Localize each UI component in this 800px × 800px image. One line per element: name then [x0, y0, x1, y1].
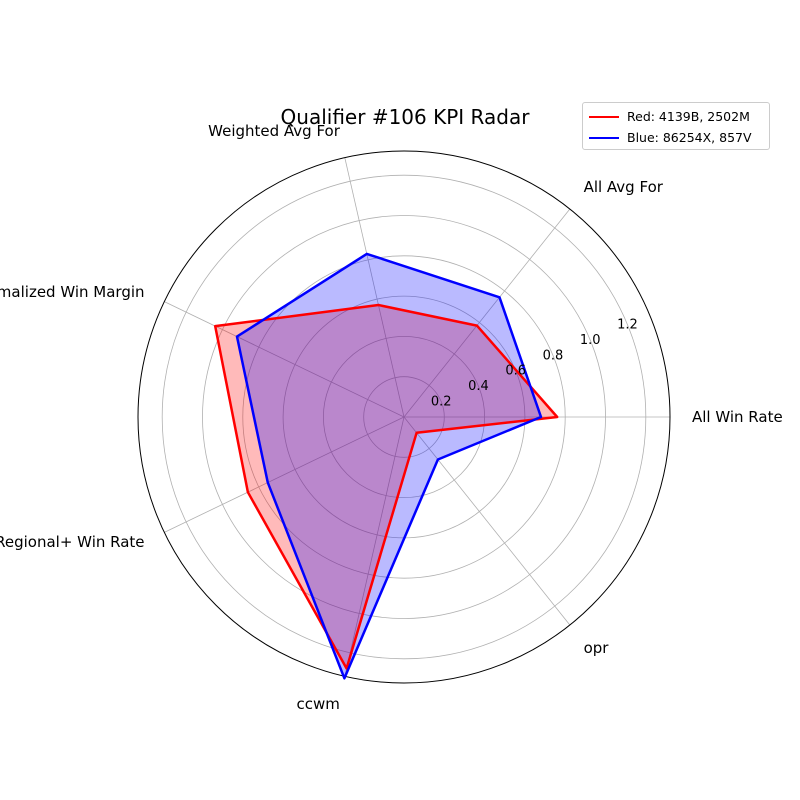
axis-label-2: Weighted Avg For — [208, 122, 341, 140]
series-line-0 — [213, 303, 559, 670]
legend-label-red: Red: 4139B, 2502M — [627, 109, 750, 124]
series-fill-1 — [237, 253, 541, 679]
rtick-label-2: 0.6 — [505, 364, 526, 379]
grid-spoke-5 — [344, 416, 405, 677]
legend-entry-blue: Blue: 86254X, 857V — [589, 127, 763, 148]
series-fill-0 — [215, 305, 558, 669]
rtick-label-5: 1.2 — [617, 317, 638, 332]
outer-frame — [137, 150, 671, 684]
grid-spoke-3 — [164, 301, 405, 418]
axis-label-3: Weighted Normalized Win Margin — [0, 283, 145, 301]
radar-grid — [137, 150, 671, 684]
legend: Red: 4139B, 2502M Blue: 86254X, 857V — [582, 102, 770, 150]
legend-entry-red: Red: 4139B, 2502M — [589, 106, 763, 127]
grid-spoke-6 — [403, 416, 571, 626]
axis-labels: 0.2 0.4 0.6 0.8 1.0 1.2 All Win Rate All Avg Fo… — [0, 122, 783, 713]
legend-swatch-red — [589, 115, 619, 118]
axis-label-5: ccwm — [297, 695, 340, 713]
series-line-1 — [235, 252, 543, 680]
rtick-label-4: 1.0 — [580, 333, 601, 348]
grid-spoke-4 — [164, 416, 405, 533]
rtick-label-0: 0.2 — [431, 395, 452, 410]
grid-spoke-1 — [403, 208, 571, 418]
legend-label-blue: Blue: 86254X, 857V — [627, 130, 752, 145]
rtick-label-1: 0.4 — [468, 379, 489, 394]
rtick-label-3: 0.8 — [543, 348, 564, 363]
axis-label-6: opr — [584, 639, 610, 657]
axis-label-1: All Avg For — [584, 178, 664, 196]
series-layer — [213, 252, 559, 680]
axis-label-0: All Win Rate — [692, 408, 783, 426]
chart-title: Qualifier #106 KPI Radar — [281, 105, 531, 129]
grid-spoke-2 — [344, 157, 405, 418]
axis-label-4: Regional+ Win Rate — [0, 533, 145, 551]
legend-swatch-blue — [589, 136, 619, 139]
